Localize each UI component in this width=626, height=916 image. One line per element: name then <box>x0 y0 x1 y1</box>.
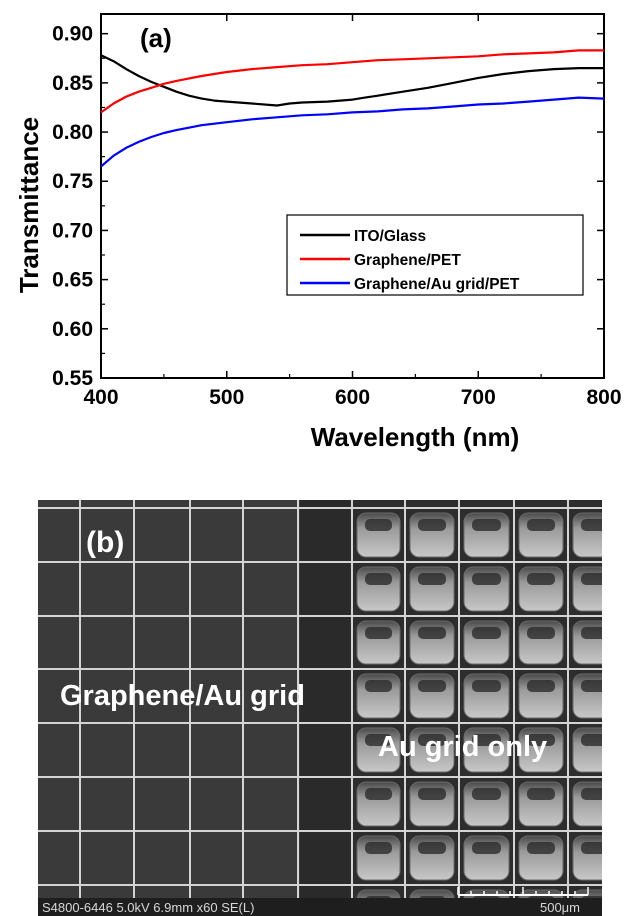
grid-cell-shadow <box>418 788 446 800</box>
y-tick-label: 0.75 <box>52 170 93 193</box>
sem-image: (b) Graphene/Au grid Au grid only S4800-… <box>38 500 602 916</box>
grid-cell-shadow <box>472 734 501 746</box>
grid-cell-shadow <box>365 842 392 854</box>
scale-bar <box>457 887 589 896</box>
y-tick-label: 0.65 <box>52 269 93 292</box>
grid-cell-shadow <box>527 680 555 692</box>
grid-cell-shadow <box>581 842 602 854</box>
legend-box <box>286 214 584 296</box>
grid-cell-shadow <box>527 627 555 639</box>
grid-cell-shadow <box>527 842 555 854</box>
y-tick-label: 0.70 <box>52 219 93 242</box>
grid-cell-shadow <box>527 573 555 585</box>
y-axis-ticks: 0.55 0.60 0.65 0.70 0.75 0.80 0.85 0.90 <box>52 23 604 390</box>
legend-label-2: Graphene/Au grid/PET <box>354 276 520 293</box>
series-line-0 <box>100 54 604 107</box>
grid-cell-shadow <box>418 842 446 854</box>
grid-cell-shadow <box>472 627 501 639</box>
panel-label-b: (b) <box>86 526 124 559</box>
series-line-1 <box>100 49 604 114</box>
y-tick-label: 0.55 <box>52 367 93 390</box>
legend-label-1: Graphene/PET <box>354 252 461 269</box>
grid-cell-shadow <box>472 573 501 585</box>
x-tick-label: 700 <box>461 386 496 409</box>
sem-info-text: S4800-6446 5.0kV 6.9mm x60 SE(L) <box>42 900 254 915</box>
x-tick-label: 800 <box>586 386 621 409</box>
grid-cell-shadow <box>527 788 555 800</box>
sem-boundary-strip <box>300 500 352 916</box>
plot-area-border <box>100 13 605 379</box>
y-tick-label: 0.80 <box>52 121 93 144</box>
sem-info-bar <box>38 898 602 916</box>
x-axis-ticks: 400 500 600 700 800 <box>83 14 622 409</box>
grid-cell-shadow <box>527 734 555 746</box>
grid-cell-shadow <box>527 519 555 531</box>
grid-cell-shadow <box>472 842 501 854</box>
grid-cell-shadow <box>418 519 446 531</box>
x-axis-title: Wavelength (nm) <box>311 422 519 452</box>
grid-cell-shadow <box>365 573 392 585</box>
legend-label-0: ITO/Glass <box>354 228 426 245</box>
grid-cell-shadow <box>365 734 392 746</box>
series-lines <box>100 49 605 168</box>
grid-cell-shadow <box>472 680 501 692</box>
grid-cell-shadow <box>581 573 602 585</box>
grid-cell-shadow <box>418 680 446 692</box>
grid-cell-shadow <box>472 519 501 531</box>
grid-cell-shadow <box>581 519 602 531</box>
plot-frame <box>100 13 605 379</box>
grid-cell-shadow <box>418 734 446 746</box>
x-tick-label: 400 <box>83 386 118 409</box>
region-label-au-grid-only: Au grid only <box>378 731 547 763</box>
y-tick-label: 0.85 <box>52 72 93 95</box>
transmittance-chart: 400 500 600 700 800 0.55 0.60 0.65 0.70 0.75 0.80… <box>14 13 622 452</box>
legend: ITO/Glass Graphene/PET Graphene/Au grid/PE… <box>286 214 584 296</box>
grid-cell-shadow <box>472 788 501 800</box>
grid-cell-shadow <box>365 627 392 639</box>
au-grid-lines <box>38 500 602 898</box>
grid-cell-shadow <box>581 788 602 800</box>
sem-micrograph: (b) Graphene/Au grid Au grid only S4800-… <box>38 500 602 916</box>
grid-cell-shadow <box>365 680 392 692</box>
grid-cell-shadow <box>581 680 602 692</box>
y-tick-label: 0.60 <box>52 318 93 341</box>
grid-cell-shadow <box>418 573 446 585</box>
series-line-2 <box>100 96 605 168</box>
grid-cell-shadow <box>365 788 392 800</box>
grid-cell-shadow <box>418 627 446 639</box>
au-grid-cells <box>356 512 602 916</box>
grid-cell-shadow <box>581 627 602 639</box>
x-tick-label: 500 <box>209 386 244 409</box>
grid-cell-shadow <box>365 519 392 531</box>
scale-bar-label: 500μm <box>540 900 580 915</box>
y-tick-label: 0.90 <box>52 23 93 46</box>
y-axis-title: Transmittance <box>14 117 44 293</box>
grid-cell-shadow <box>581 734 602 746</box>
region-label-graphene-au-grid: Graphene/Au grid <box>60 680 305 712</box>
x-tick-label: 600 <box>335 386 370 409</box>
panel-label-a: (a) <box>140 23 172 53</box>
